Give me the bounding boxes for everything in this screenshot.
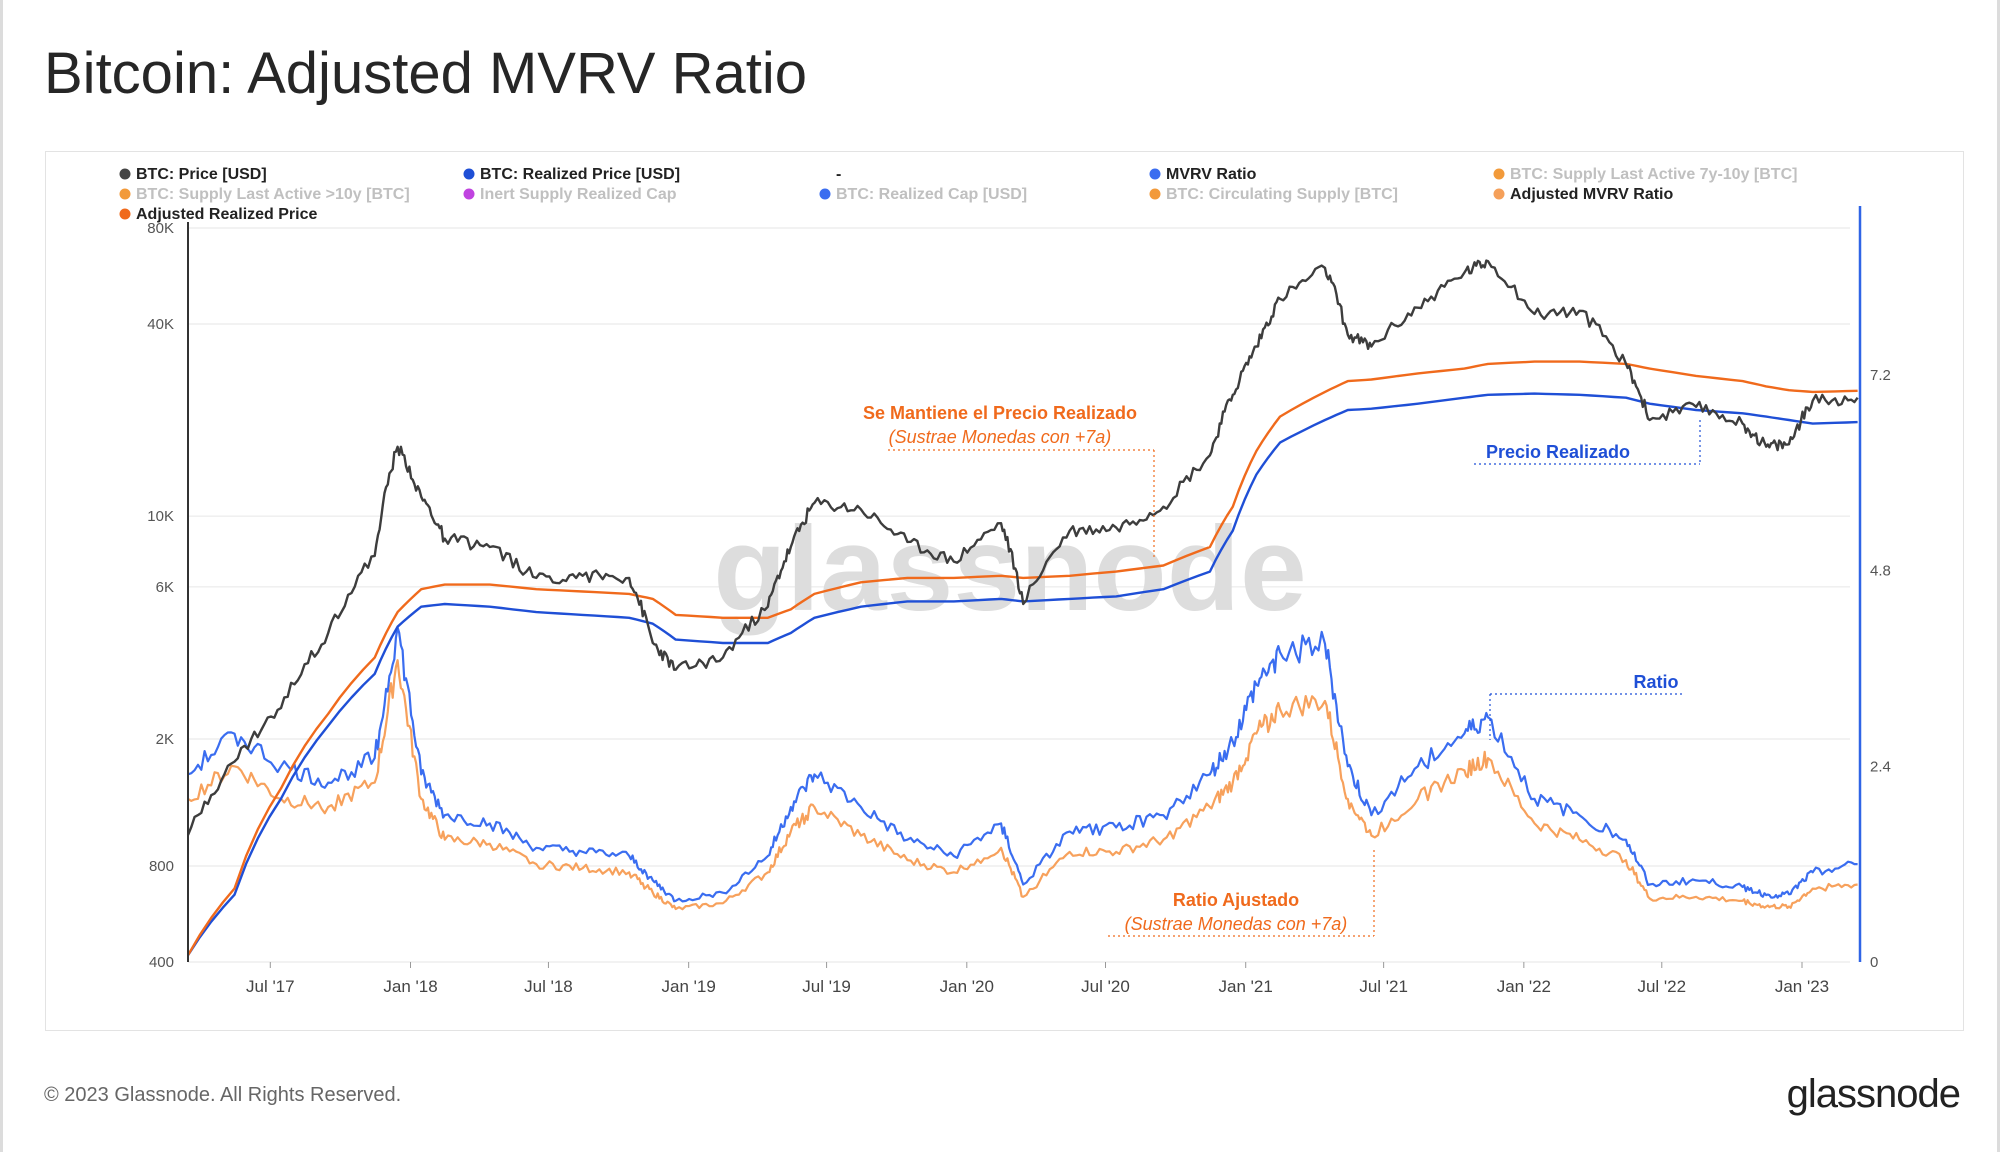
legend-label: BTC: Realized Price [USD] bbox=[480, 166, 680, 183]
adjusted-mvrv-ratio-line bbox=[187, 659, 1858, 911]
y-left-tick-label: 80K bbox=[147, 220, 174, 237]
legend-label: Adjusted MVRV Ratio bbox=[1510, 186, 1674, 203]
legend-item[interactable]: Adjusted Realized Price bbox=[119, 206, 318, 223]
realized-price-line bbox=[186, 392, 1858, 956]
y-right-tick-label: 0 bbox=[1870, 954, 1878, 971]
adjusted-realized-price-line bbox=[186, 360, 1858, 956]
annotation-realized-price: Precio Realizado bbox=[1486, 442, 1630, 462]
legend-label: BTC: Supply Last Active 7y-10y [BTC] bbox=[1510, 166, 1797, 183]
legend-item[interactable]: BTC: Supply Last Active >10y [BTC] bbox=[119, 186, 410, 203]
legend-dot-icon bbox=[463, 188, 475, 200]
x-tick-label: Jan '23 bbox=[1775, 977, 1829, 996]
legend-label: MVRV Ratio bbox=[1166, 166, 1257, 183]
x-tick-label: Jul '17 bbox=[246, 977, 295, 996]
y-right-tick-label: 4.8 bbox=[1870, 563, 1891, 580]
y-left-tick-label: 10K bbox=[147, 508, 174, 525]
legend-item[interactable]: BTC: Realized Price [USD] bbox=[463, 166, 681, 183]
x-tick-label: Jul '19 bbox=[802, 977, 851, 996]
legend-dot-icon bbox=[1493, 168, 1505, 180]
legend-dot-icon bbox=[1149, 188, 1161, 200]
x-tick-label: Jul '22 bbox=[1637, 977, 1686, 996]
copyright-text: © 2023 Glassnode. All Rights Reserved. bbox=[44, 1084, 402, 1106]
legend-dot-icon bbox=[819, 188, 831, 200]
y-left-tick-label: 400 bbox=[149, 954, 174, 971]
legend-dot-icon bbox=[463, 168, 475, 180]
y-left-tick-label: 800 bbox=[149, 858, 174, 875]
legend-dot-icon bbox=[119, 188, 131, 200]
legend-dot-icon bbox=[119, 168, 131, 180]
y-left-tick-label: 6K bbox=[156, 579, 174, 596]
x-tick-label: Jan '20 bbox=[940, 977, 994, 996]
legend-item[interactable]: MVRV Ratio bbox=[1149, 166, 1257, 183]
watermark-text: glassnode bbox=[713, 502, 1307, 636]
x-tick-label: Jul '18 bbox=[524, 977, 573, 996]
legend-label: Adjusted Realized Price bbox=[136, 206, 317, 223]
annotation-ratio-adj-sub: (Sustrae Monedas con +7a) bbox=[1125, 914, 1348, 934]
legend[interactable]: BTC: Price [USD] BTC: Realized Price [USD… bbox=[119, 166, 1798, 223]
y-right-tick-label: 7.2 bbox=[1870, 367, 1891, 384]
legend-label: BTC: Realized Cap [USD] bbox=[836, 186, 1027, 203]
legend-item[interactable]: BTC: Price [USD] bbox=[119, 166, 267, 183]
legend-label: BTC: Price [USD] bbox=[136, 166, 267, 183]
annotation-realized-hold-sub: (Sustrae Monedas con +7a) bbox=[889, 427, 1112, 447]
legend-dot-icon bbox=[1149, 168, 1161, 180]
legend-label: Inert Supply Realized Cap bbox=[480, 186, 677, 203]
y-left-tick-label: 2K bbox=[156, 731, 174, 748]
x-tick-label: Jan '22 bbox=[1497, 977, 1551, 996]
legend-item[interactable]: Inert Supply Realized Cap bbox=[463, 186, 677, 203]
axes: 400 800 2K 6K 10K 40K 80K 0 2.4 4.8 7.2 Jul '17 Jan … bbox=[147, 206, 1891, 996]
mvrv-ratio-line bbox=[187, 626, 1858, 903]
annotation-ratio-adj-title: Ratio Ajustado bbox=[1173, 890, 1299, 910]
legend-label: BTC: Circulating Supply [BTC] bbox=[1166, 186, 1398, 203]
x-tick-label: Jul '20 bbox=[1081, 977, 1130, 996]
legend-item[interactable]: BTC: Circulating Supply [BTC] bbox=[1149, 186, 1398, 203]
x-tick-label: Jul '21 bbox=[1359, 977, 1408, 996]
annotation-ratio: Ratio bbox=[1634, 672, 1679, 692]
legend-label: BTC: Supply Last Active >10y [BTC] bbox=[136, 186, 410, 203]
page-title: Bitcoin: Adjusted MVRV Ratio bbox=[44, 41, 807, 106]
price-line bbox=[186, 259, 1859, 836]
glassnode-logo: glassnode bbox=[1786, 1072, 1961, 1116]
y-right-tick-label: 2.4 bbox=[1870, 758, 1891, 775]
legend-dot-icon bbox=[1493, 188, 1505, 200]
x-tick-label: Jan '19 bbox=[662, 977, 716, 996]
legend-dot-icon bbox=[119, 208, 131, 220]
y-left-tick-label: 40K bbox=[147, 316, 174, 333]
legend-label: - bbox=[836, 166, 841, 183]
x-tick-label: Jan '18 bbox=[383, 977, 437, 996]
annotations: Se Mantiene el Precio Realizado (Sustrae… bbox=[863, 403, 1701, 937]
annotation-realized-hold-title: Se Mantiene el Precio Realizado bbox=[863, 403, 1137, 423]
chart-panel bbox=[45, 151, 1964, 1031]
legend-item[interactable]: BTC: Supply Last Active 7y-10y [BTC] bbox=[1493, 166, 1798, 183]
legend-item[interactable]: BTC: Realized Cap [USD] bbox=[819, 186, 1028, 203]
series-lines bbox=[186, 259, 1859, 956]
legend-item[interactable]: Adjusted MVRV Ratio bbox=[1493, 186, 1674, 203]
legend-item[interactable]: - bbox=[836, 166, 841, 183]
x-tick-label: Jan '21 bbox=[1219, 977, 1273, 996]
